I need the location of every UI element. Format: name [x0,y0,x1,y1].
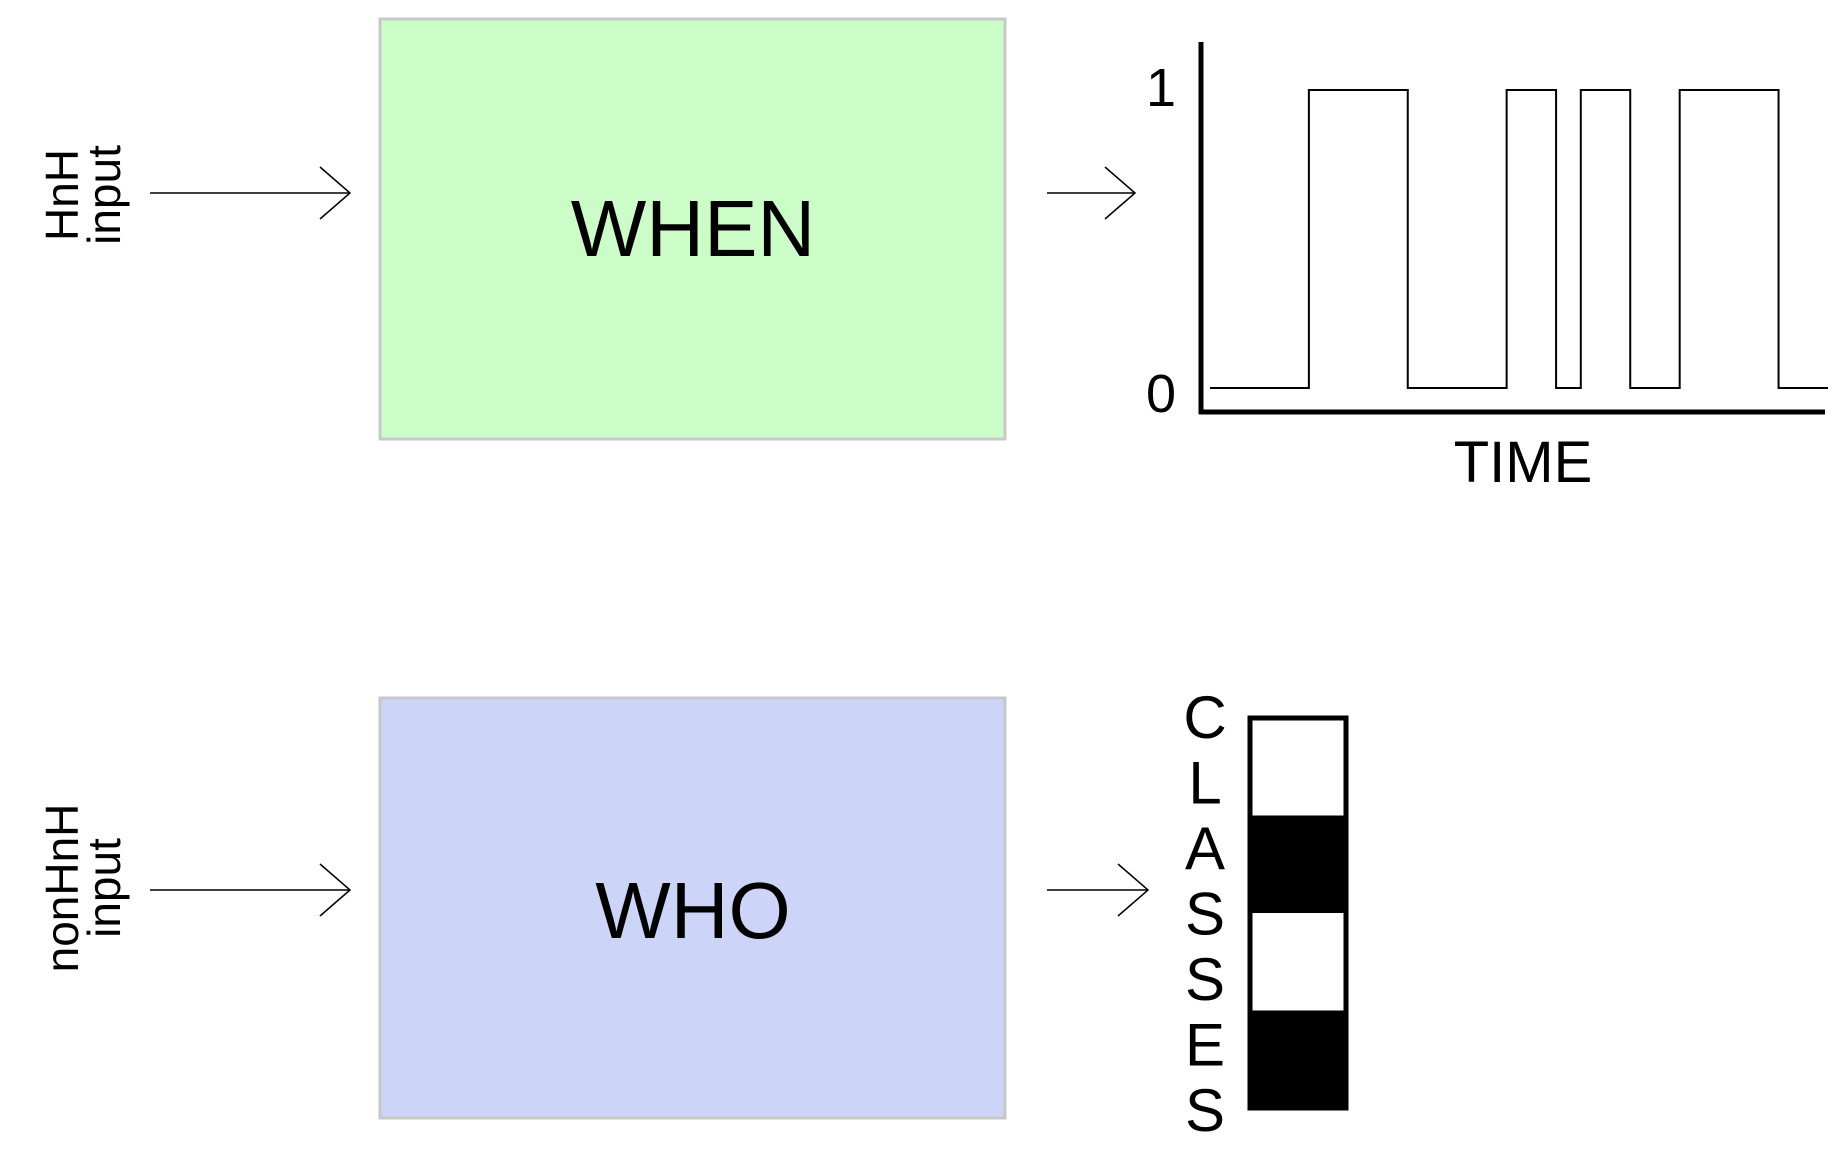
signal-plot-y-high-label: 1 [1146,58,1176,118]
hnh-input-arrowhead-icon [319,166,352,220]
when-box [378,17,1007,441]
classes-letter: S [1185,1077,1225,1144]
when-output-arrowhead-icon [1104,166,1137,220]
nonhnh-input-arrowhead-icon [319,863,352,917]
nonhnh-input-label-line1: input [78,838,130,938]
classes-letter: E [1185,1012,1225,1079]
signal-plot: 1 0 TIME [1146,42,1828,495]
nonhnh-input-label: input nonHnH [36,804,130,973]
when-box-label: WHEN [571,184,815,273]
hnh-input-label-line2: HnH [36,149,88,241]
classes-letter: C [1183,684,1226,751]
classes-vector-frame [1247,715,1349,1111]
classes-vector [1247,715,1349,1111]
signal-plot-y-low-label: 0 [1146,364,1176,424]
class-cell [1250,815,1346,913]
classes-letter: S [1185,946,1225,1013]
hnh-input-label-line1: input [78,145,130,245]
class-cell [1250,718,1346,816]
classes-letter: L [1188,750,1221,817]
hnh-input-label: input HnH [36,145,130,245]
class-cell [1250,1010,1346,1108]
signal-trace [1210,89,1828,389]
classes-letter: A [1185,815,1225,882]
class-cell [1250,913,1346,1011]
who-output-arrowhead-icon [1117,863,1150,917]
classes-letter: S [1185,881,1225,948]
signal-plot-x-axis-label: TIME [1454,430,1593,495]
who-box-label: WHO [595,866,791,955]
who-box [378,696,1007,1120]
nonhnh-input-label-line2: nonHnH [36,804,88,973]
